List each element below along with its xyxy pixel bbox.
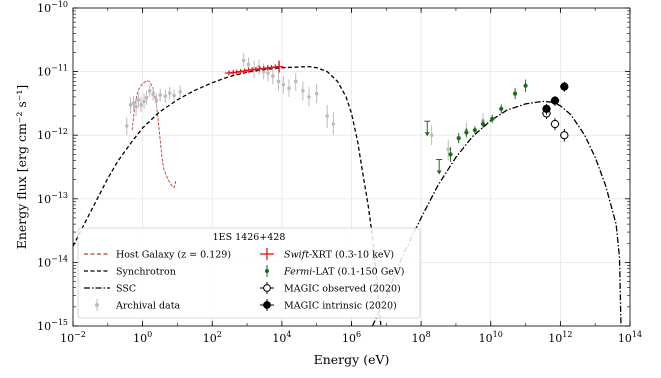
y-tick-label: 10−14 xyxy=(37,254,68,269)
y-axis-label: Energy flux [erg cm⁻² s⁻¹] xyxy=(14,85,29,250)
magic-intrinsic-point xyxy=(542,104,551,113)
archival-point xyxy=(271,74,275,78)
legend-label-5: Fermi-LAT (0.1-150 GeV) xyxy=(283,267,404,278)
archival-point xyxy=(287,86,291,90)
magic-intrinsic-point xyxy=(550,96,560,105)
magic-observed-point xyxy=(560,131,569,140)
x-tick-label: 1012 xyxy=(548,330,572,345)
magic-observed-point xyxy=(550,119,560,129)
x-tick-label: 100 xyxy=(133,330,152,345)
archival-point xyxy=(246,62,251,67)
synchrotron-curve xyxy=(72,65,382,327)
archival-point xyxy=(163,94,168,99)
legend-label-1: Synchrotron xyxy=(116,267,176,278)
fermi-point xyxy=(499,106,504,111)
legend-label-4: Swift-XRT (0.3-10 keV) xyxy=(284,250,394,261)
legend-label-7: MAGIC intrinsic (2020) xyxy=(284,301,397,312)
x-tick-label: 10−2 xyxy=(60,330,86,345)
archival-point xyxy=(307,95,311,99)
x-tick-label: 1014 xyxy=(618,330,642,345)
legend-label-3: Archival data xyxy=(115,301,181,312)
archival-point xyxy=(136,98,141,102)
x-tick-label: 102 xyxy=(203,330,222,345)
archival-point xyxy=(331,122,336,126)
archival-point xyxy=(266,71,270,75)
fermi-point xyxy=(512,91,518,96)
fermi-point xyxy=(472,128,477,133)
fermi-point-arrow xyxy=(424,132,430,137)
legend-handle-5 xyxy=(265,269,269,273)
y-tick-label: 10−15 xyxy=(37,318,68,333)
magic-intrinsic-point xyxy=(560,82,569,91)
fermi-point xyxy=(456,136,461,141)
archival-point xyxy=(151,92,155,97)
archival-point xyxy=(124,124,129,128)
x-tick-label: 108 xyxy=(412,330,431,345)
fermi-point xyxy=(464,130,469,135)
archival-point xyxy=(139,103,143,107)
archival-point xyxy=(429,133,434,137)
archival-point xyxy=(172,93,176,98)
data-points xyxy=(124,53,569,175)
fermi-point xyxy=(480,121,486,127)
legend-box xyxy=(77,227,421,319)
archival-point xyxy=(276,79,281,84)
archival-point xyxy=(241,58,246,63)
archival-point xyxy=(144,95,149,100)
archival-point xyxy=(131,101,136,105)
archival-point xyxy=(446,147,451,152)
legend-handle-7 xyxy=(263,301,271,309)
archival-point xyxy=(314,91,319,96)
archival-point xyxy=(293,79,298,84)
legend-handle-6 xyxy=(263,284,271,292)
legend-title: 1ES 1426+428 xyxy=(213,232,286,243)
y-tick-label: 10−12 xyxy=(37,127,68,142)
fermi-point xyxy=(523,83,528,88)
legend-handle-3 xyxy=(95,303,99,307)
legend-label-6: MAGIC observed (2020) xyxy=(284,284,401,295)
x-axis-label: Energy (eV) xyxy=(314,352,390,367)
archival-point xyxy=(178,90,182,94)
archival-point xyxy=(154,98,159,103)
archival-point xyxy=(128,103,133,107)
axis-ticks: 10−2 100 102 104 106 108 1010 1012 1014 10−15 10−1… xyxy=(37,0,642,345)
y-tick-label: 10−13 xyxy=(37,191,68,206)
archival-point xyxy=(301,88,305,93)
archival-point xyxy=(158,93,163,97)
fermi-point xyxy=(490,116,495,122)
archival-point xyxy=(167,91,172,95)
archival-point xyxy=(325,114,329,118)
legend: 1ES 1426+428 Host Galaxy (z = 0.129) Synch… xyxy=(77,227,421,319)
x-tick-label: 1010 xyxy=(479,330,503,345)
archival-point xyxy=(142,99,146,104)
axis-titles: Energy (eV) Energy flux [erg cm⁻² s⁻¹] xyxy=(14,85,389,367)
x-tick-label: 106 xyxy=(342,330,361,345)
legend-label-2: SSC xyxy=(116,284,136,295)
fermi-point xyxy=(448,152,453,157)
archival-point xyxy=(261,69,266,74)
archival-point xyxy=(281,83,286,87)
fermi-point-arrow xyxy=(436,170,442,175)
y-tick-label: 10−11 xyxy=(37,64,68,79)
archival-point xyxy=(134,104,138,109)
legend-label-0: Host Galaxy (z = 0.129) xyxy=(116,250,231,261)
x-tick-label: 104 xyxy=(272,330,291,345)
y-tick-label: 10−10 xyxy=(37,0,68,15)
archival-point xyxy=(147,88,152,93)
